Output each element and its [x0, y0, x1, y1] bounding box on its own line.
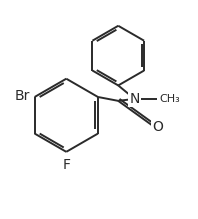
Text: O: O [152, 120, 163, 134]
Text: CH₃: CH₃ [159, 94, 180, 104]
Text: N: N [129, 92, 140, 106]
Text: F: F [62, 158, 70, 172]
Text: Br: Br [14, 89, 30, 103]
